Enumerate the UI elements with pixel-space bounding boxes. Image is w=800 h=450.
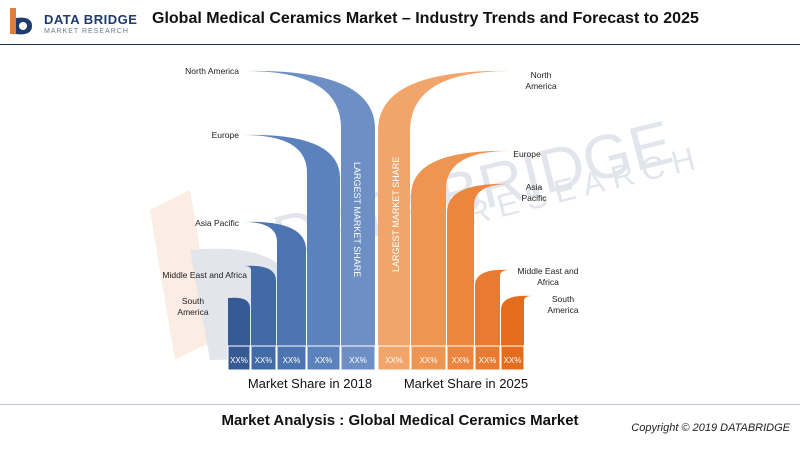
bar-2025-value-box-1 — [410, 345, 447, 371]
category-label-right-3: Middle East and Africa — [518, 266, 579, 287]
annotation-2025: LARGEST MARKET SHARE — [391, 157, 401, 272]
page-title: Global Medical Ceramics Market – Industr… — [152, 10, 699, 27]
category-label-left-4: South America — [177, 296, 208, 317]
logo-wordmark: DATA BRIDGE — [44, 12, 138, 27]
bar-2025-value-box-4 — [500, 345, 525, 371]
bar-2018-value-label-0: XX% — [349, 356, 367, 365]
bar-2018-4 — [228, 297, 250, 346]
bar-2018-0 — [246, 70, 375, 346]
bar-2025-value-label-2: XX% — [452, 356, 470, 365]
bar-2025-value-box-3 — [474, 345, 501, 371]
brand-logo: DATA BRIDGE MARKET RESEARCH — [6, 6, 146, 44]
bar-2025-value-label-0: XX% — [385, 356, 403, 365]
logo-tagline: MARKET RESEARCH — [44, 28, 129, 35]
bar-2018-value-label-4: XX% — [230, 356, 248, 365]
category-label-left-1: Europe — [212, 130, 240, 140]
bar-2025-0 — [378, 70, 510, 347]
bar-2025-2 — [447, 183, 510, 346]
bar-2018-value-label-1: XX% — [315, 356, 333, 365]
bar-2025-value-label-1: XX% — [420, 356, 438, 365]
bar-2018-value-box-3 — [250, 345, 277, 371]
copyright-text: Copyright © 2019 DATABRIDGE — [631, 422, 790, 434]
bar-2025-1 — [411, 150, 510, 346]
xlabel-2025: Market Share in 2025 — [404, 376, 528, 391]
footer-title: Market Analysis : Global Medical Ceramic… — [221, 412, 579, 429]
category-label-left-0: North America — [185, 66, 239, 76]
category-label-right-0: North America — [525, 70, 556, 91]
bar-2018-1 — [244, 134, 340, 346]
category-label-left-2: Asia Pacific — [195, 218, 240, 228]
bar-2018-2 — [244, 221, 306, 346]
bar-2018-value-box-1 — [306, 345, 341, 371]
footer-divider — [0, 404, 800, 405]
bar-2018-value-label-3: XX% — [255, 356, 273, 365]
bar-2018-value-box-4 — [227, 345, 251, 371]
bar-2025-4 — [501, 295, 532, 346]
bar-2018-value-box-0 — [340, 345, 376, 371]
xlabel-2018: Market Share in 2018 — [248, 376, 372, 391]
bar-2025-value-label-3: XX% — [479, 356, 497, 365]
logo-icon — [10, 8, 32, 35]
category-label-left-3: Middle East and Africa — [162, 270, 247, 280]
bar-2025-3 — [475, 269, 510, 346]
watermark-logo-bar — [150, 190, 215, 360]
bar-2025-value-box-0 — [377, 345, 411, 371]
category-label-right-4: South America — [547, 294, 578, 315]
header-divider — [0, 44, 800, 45]
category-label-right-2: Asia Pacific — [521, 182, 547, 203]
bar-2018-value-label-2: XX% — [283, 356, 301, 365]
annotation-2018: LARGEST MARKET SHARE — [352, 162, 362, 277]
bar-2018-3 — [244, 265, 276, 346]
bar-2025-value-label-4: XX% — [504, 356, 522, 365]
chart-marks: XX% XX% XX% XX% XX% XX% XX% XX% XX% XX% North Amer… — [162, 66, 579, 371]
bar-2025-value-box-2 — [446, 345, 475, 371]
category-label-right-1: Europe — [513, 149, 541, 159]
bar-2018-value-box-2 — [276, 345, 307, 371]
